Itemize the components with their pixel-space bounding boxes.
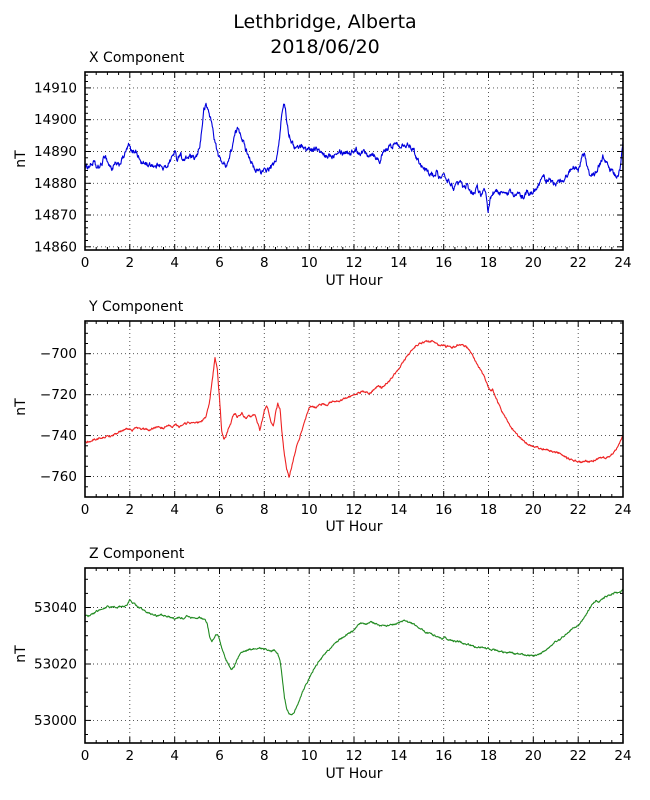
x-tick-label: 2 — [126, 748, 135, 764]
x-tick-label: 18 — [480, 255, 497, 271]
x-tick-label: 10 — [301, 502, 318, 518]
date-title: 2018/06/20 — [270, 36, 380, 58]
x-tick-label: 14 — [390, 748, 407, 764]
x-tick-label: 22 — [570, 748, 587, 764]
plot-frame — [84, 320, 624, 498]
x-tick-label: 18 — [480, 748, 497, 764]
gridlines — [84, 72, 624, 250]
x-tick-label: 16 — [435, 255, 452, 271]
x-tick-label: 8 — [260, 502, 269, 518]
x-component-yaxis-label: nT — [13, 150, 29, 168]
y-component-chart: 0 2 4 6 8 10 12 14 16 18 20 22 24−760−740−720−700 — [40, 320, 632, 518]
y-component-subtitle: Y Component — [89, 299, 184, 315]
x-tick-label: 8 — [260, 255, 269, 271]
x-tick-label: 10 — [301, 748, 318, 764]
tick-labels: 0 2 4 6 8 10 12 14 16 18 20 22 24−760−740−720−700 — [40, 346, 632, 518]
x-tick-label: 22 — [570, 502, 587, 518]
x-tick-label: 8 — [260, 748, 269, 764]
z-component-line — [84, 588, 624, 716]
x-component-line — [84, 102, 624, 213]
y-tick-label: 53020 — [34, 657, 77, 673]
x-tick-label: 12 — [345, 502, 362, 518]
x-tick-label: 24 — [614, 748, 631, 764]
x-tick-label: 6 — [215, 502, 224, 518]
y-tick-label: 14880 — [34, 176, 77, 192]
y-tick-label: 53000 — [34, 713, 77, 729]
plot-frame — [84, 71, 624, 251]
x-tick-label: 4 — [170, 255, 179, 271]
x-tick-label: 4 — [170, 748, 179, 764]
y-tick-label: −720 — [40, 387, 77, 403]
x-tick-label: 12 — [345, 255, 362, 271]
x-tick-label: 6 — [215, 748, 224, 764]
x-tick-label: 4 — [170, 502, 179, 518]
x-tick-label: 14 — [390, 502, 407, 518]
z-component-xaxis-label: UT Hour — [325, 766, 383, 782]
tick-labels: 0 2 4 6 8 10 12 14 16 18 20 22 241486014870148801489… — [34, 80, 632, 271]
x-tick-label: 18 — [480, 502, 497, 518]
gridlines — [84, 321, 624, 497]
z-component-yaxis-label: nT — [13, 645, 29, 663]
y-tick-label: 53040 — [34, 600, 77, 616]
y-tick-label: −760 — [40, 469, 77, 485]
x-tick-label: 24 — [614, 255, 631, 271]
y-component-yaxis-label: nT — [13, 398, 29, 416]
x-tick-label: 0 — [81, 255, 90, 271]
y-tick-label: 14890 — [34, 144, 77, 160]
x-tick-label: 20 — [525, 255, 542, 271]
x-component-xaxis-label: UT Hour — [325, 273, 383, 289]
figure-title-block: Lethbridge, Alberta 2018/06/20 — [0, 10, 650, 60]
y-tick-label: −740 — [40, 428, 77, 444]
x-tick-label: 6 — [215, 255, 224, 271]
x-tick-label: 2 — [126, 502, 135, 518]
x-tick-label: 22 — [570, 255, 587, 271]
gridlines — [84, 568, 624, 743]
x-tick-label: 10 — [301, 255, 318, 271]
y-tick-label: 14870 — [34, 208, 77, 224]
x-tick-label: 20 — [525, 748, 542, 764]
x-component-subtitle: X Component — [89, 50, 185, 66]
x-tick-label: 20 — [525, 502, 542, 518]
y-tick-label: 14860 — [34, 239, 77, 255]
y-component-line — [84, 339, 624, 478]
y-tick-label: 14900 — [34, 112, 77, 128]
y-tick-label: −700 — [40, 346, 77, 362]
x-tick-label: 16 — [435, 748, 452, 764]
x-tick-label: 0 — [81, 502, 90, 518]
x-tick-label: 12 — [345, 748, 362, 764]
x-tick-label: 14 — [390, 255, 407, 271]
z-component-subtitle: Z Component — [89, 546, 185, 562]
x-component-chart: 0 2 4 6 8 10 12 14 16 18 20 22 241486014870148801489… — [34, 71, 632, 271]
x-tick-label: 16 — [435, 502, 452, 518]
x-tick-label: 24 — [614, 502, 631, 518]
y-component-xaxis-label: UT Hour — [325, 519, 383, 535]
station-title: Lethbridge, Alberta — [233, 11, 417, 33]
x-tick-label: 2 — [126, 255, 135, 271]
x-tick-label: 0 — [81, 748, 90, 764]
y-tick-label: 14910 — [34, 80, 77, 96]
plot-frame — [84, 567, 624, 744]
